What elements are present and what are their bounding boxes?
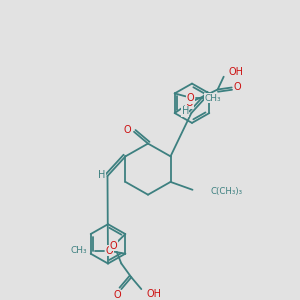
Text: C(CH₃)₃: C(CH₃)₃ — [211, 187, 243, 196]
Text: H: H — [182, 106, 189, 116]
Text: O: O — [106, 246, 113, 256]
Text: CH₃: CH₃ — [204, 94, 221, 103]
Text: O: O — [123, 125, 131, 135]
Text: OH: OH — [229, 67, 244, 77]
Text: O: O — [234, 82, 242, 92]
Text: CH₃: CH₃ — [71, 246, 87, 255]
Text: O: O — [110, 241, 117, 251]
Text: OH: OH — [146, 289, 161, 299]
Text: H: H — [98, 170, 105, 180]
Text: O: O — [187, 93, 194, 103]
Text: O: O — [186, 98, 194, 108]
Text: O: O — [113, 290, 121, 300]
